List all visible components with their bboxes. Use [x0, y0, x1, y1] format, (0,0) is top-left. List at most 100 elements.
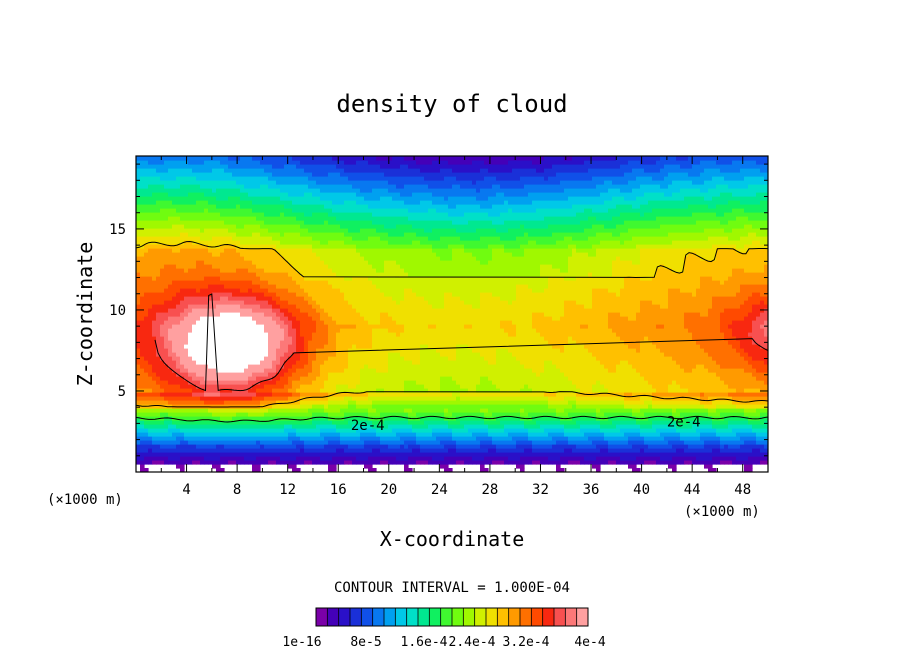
field-cell: [284, 264, 289, 269]
field-cell: [220, 344, 225, 349]
field-cell: [356, 196, 361, 201]
field-cell: [228, 168, 233, 173]
field-cell: [288, 332, 293, 337]
field-cell: [228, 412, 233, 417]
field-cell: [384, 204, 389, 209]
field-cell: [276, 340, 281, 345]
field-cell: [244, 448, 249, 453]
field-cell: [356, 332, 361, 337]
field-cell: [304, 240, 309, 245]
field-cell: [372, 212, 377, 217]
field-cell: [308, 404, 313, 409]
field-cell: [180, 464, 185, 469]
field-cell: [160, 432, 165, 437]
field-cell: [172, 300, 177, 305]
field-cell: [200, 280, 205, 285]
field-cell: [332, 332, 337, 337]
field-cell: [308, 280, 313, 285]
field-cell: [344, 344, 349, 349]
field-cell: [388, 208, 393, 213]
field-cell: [192, 292, 197, 297]
field-cell: [340, 328, 345, 333]
field-cell: [224, 240, 229, 245]
field-cell: [316, 392, 321, 397]
field-cell: [172, 408, 177, 413]
field-cell: [200, 368, 205, 373]
field-cell: [300, 180, 305, 185]
field-cell: [308, 224, 313, 229]
field-cell: [340, 368, 345, 373]
field-cell: [352, 392, 357, 397]
field-cell: [292, 200, 297, 205]
field-cell: [168, 372, 173, 377]
field-cell: [228, 224, 233, 229]
field-cell: [336, 180, 341, 185]
field-cell: [380, 400, 385, 405]
field-cell: [252, 388, 257, 393]
field-cell: [212, 320, 217, 325]
field-cell: [284, 200, 289, 205]
field-cell: [308, 300, 313, 305]
field-cell: [180, 252, 185, 257]
field-cell: [136, 272, 141, 277]
field-cell: [380, 288, 385, 293]
field-cell: [316, 344, 321, 349]
field-cell: [356, 428, 361, 433]
field-cell: [356, 256, 361, 261]
field-cell: [184, 260, 189, 265]
field-cell: [312, 200, 317, 205]
field-cell: [184, 372, 189, 377]
field-cell: [236, 324, 241, 329]
field-cell: [288, 188, 293, 193]
field-cell: [140, 432, 145, 437]
field-cell: [340, 212, 345, 217]
field-cell: [372, 380, 377, 385]
field-cell: [300, 452, 305, 457]
field-cell: [244, 292, 249, 297]
field-cell: [280, 284, 285, 289]
field-cell: [364, 420, 369, 425]
field-cell: [164, 368, 169, 373]
field-cell: [192, 412, 197, 417]
field-cell: [180, 400, 185, 405]
field-cell: [184, 196, 189, 201]
field-cell: [340, 388, 345, 393]
field-cell: [140, 340, 145, 345]
field-cell: [212, 176, 217, 181]
field-cell: [316, 400, 321, 405]
field-cell: [184, 200, 189, 205]
field-cell: [240, 224, 245, 229]
field-cell: [172, 424, 177, 429]
field-cell: [384, 420, 389, 425]
field-cell: [384, 244, 389, 249]
field-cell: [296, 248, 301, 253]
field-cell: [288, 264, 293, 269]
field-cell: [172, 448, 177, 453]
field-cell: [196, 360, 201, 365]
field-cell: [344, 228, 349, 233]
field-cell: [180, 420, 185, 425]
field-cell: [280, 348, 285, 353]
field-cell: [140, 272, 145, 277]
field-cell: [308, 392, 313, 397]
field-cell: [240, 348, 245, 353]
field-cell: [276, 208, 281, 213]
field-cell: [160, 444, 165, 449]
field-cell: [216, 396, 221, 401]
field-cell: [236, 176, 241, 181]
field-cell: [144, 348, 149, 353]
field-cell: [260, 368, 265, 373]
field-cell: [144, 468, 149, 472]
field-cell: [268, 428, 273, 433]
field-cell: [364, 360, 369, 365]
field-cell: [244, 260, 249, 265]
field-cell: [152, 372, 157, 377]
field-cell: [272, 416, 277, 421]
field-cell: [240, 336, 245, 341]
field-cell: [292, 440, 297, 445]
field-cell: [184, 452, 189, 457]
field-cell: [196, 196, 201, 201]
field-cell: [240, 404, 245, 409]
field-cell: [388, 388, 393, 393]
field-cell: [252, 328, 257, 333]
